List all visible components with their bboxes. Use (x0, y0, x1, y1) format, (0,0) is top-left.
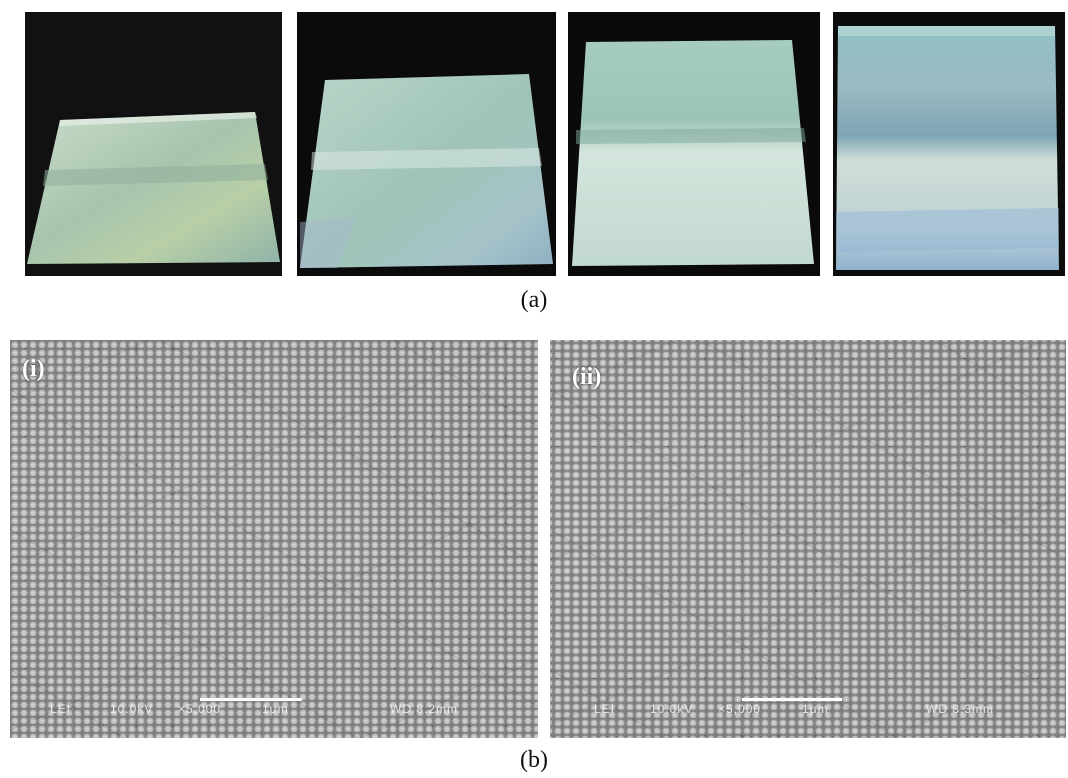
slide-image-1 (27, 112, 280, 264)
sem-databar-i: LEI 10.0kV ×5,000 1μm WD 8.2mm (10, 698, 538, 722)
voltage-text: 10.0kV (650, 702, 694, 716)
magnification-text: ×5,000 (178, 702, 222, 716)
scale-bar (200, 698, 302, 701)
working-distance-text: WD 8.3mm (926, 702, 994, 716)
slide-image-2 (300, 74, 553, 268)
slide-photo-4 (833, 12, 1065, 276)
detector-text: LEI (50, 702, 72, 716)
sem-texture (550, 340, 1066, 738)
slide-photo-2 (297, 12, 556, 276)
slide-image-3 (572, 40, 814, 266)
sem-databar-ii: LEI 10.0kV ×5,000 1μm WD 8.3mm (550, 698, 1066, 722)
caption-a: (a) (520, 287, 548, 313)
slide-photo-3 (568, 12, 820, 276)
detector-text: LEI (594, 702, 616, 716)
caption-b: (b) (520, 747, 548, 773)
slide-image-4 (836, 26, 1059, 270)
sem-texture (10, 340, 538, 738)
slide-photo-1 (25, 12, 282, 276)
panel-label-i: (i) (22, 356, 45, 382)
sem-micrograph-ii: (ii) LEI 10.0kV ×5,000 1μm WD 8.3mm (550, 340, 1066, 738)
working-distance-text: WD 8.2mm (390, 702, 458, 716)
panel-label-ii: (ii) (572, 364, 602, 390)
voltage-text: 10.0kV (110, 702, 154, 716)
sem-micrograph-i: (i) LEI 10.0kV ×5,000 1μm WD 8.2mm (10, 340, 538, 738)
scale-bar (742, 698, 842, 701)
scale-text: 1μm (262, 702, 289, 716)
scale-text: 1μm (802, 702, 829, 716)
magnification-text: ×5,000 (718, 702, 762, 716)
